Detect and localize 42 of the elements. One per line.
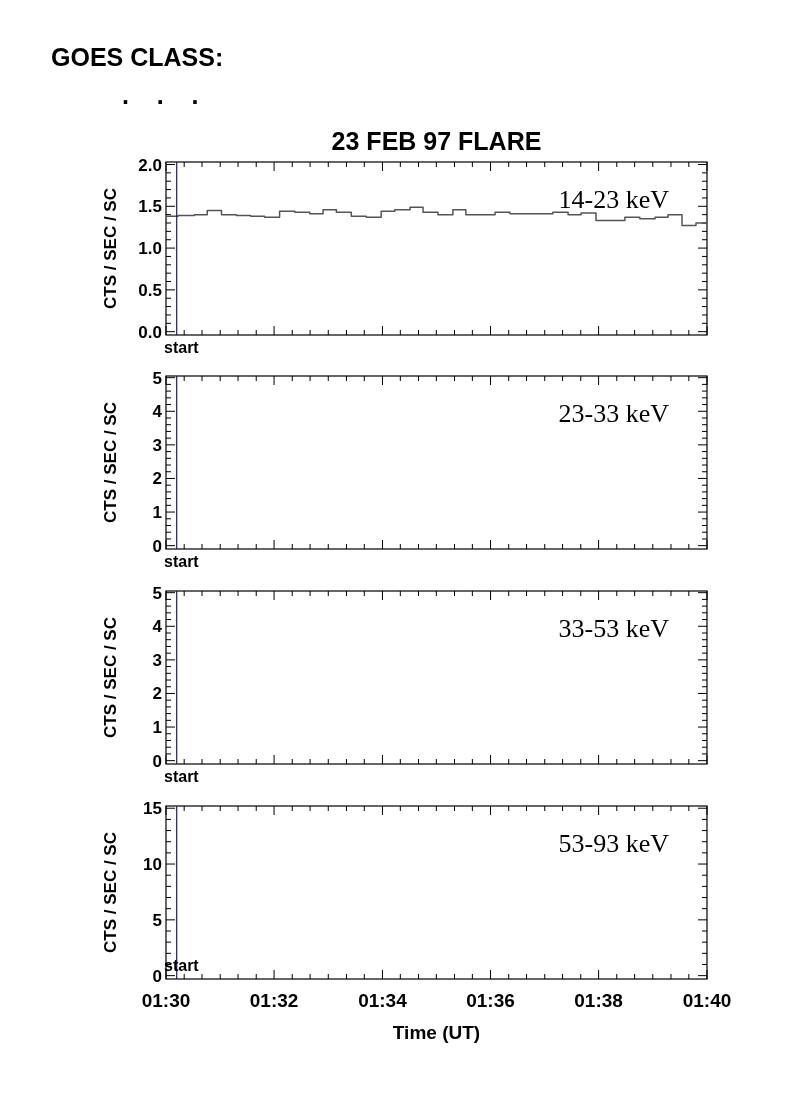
y-tick-label: 15	[143, 799, 162, 819]
text: . . .	[122, 81, 199, 109]
y-tick-label: 0	[152, 966, 162, 986]
annotation: 33-53 keV	[558, 614, 670, 643]
y-tick-label: 1	[152, 503, 162, 523]
x-tick-label: 01:30	[141, 990, 191, 1011]
text: GOES CLASS:	[51, 43, 224, 71]
y-tick-label: 1.0	[138, 239, 162, 259]
ref-line-label: start	[164, 768, 200, 785]
y-axis-title: CTS / SEC / SC	[101, 402, 120, 523]
y-tick-label: 4	[152, 617, 163, 637]
x-tick-label: 01:32	[249, 990, 299, 1011]
y-tick-label: 0	[152, 751, 162, 771]
y-tick-label: 0.0	[138, 322, 162, 342]
y-tick-label: 2	[152, 684, 162, 704]
y-tick-label: 3	[152, 650, 162, 670]
x-tick-label: 01:36	[466, 990, 515, 1011]
annotation: 53-93 keV	[558, 829, 670, 858]
y-tick-label: 5	[152, 583, 162, 603]
y-tick-label: 3	[152, 435, 162, 455]
y-tick-label: 2.0	[138, 155, 162, 175]
x-tick-label: 01:38	[574, 990, 623, 1011]
y-tick-label: 4	[152, 402, 163, 422]
x-tick-label: 01:40	[682, 990, 732, 1011]
y-axis-title: CTS / SEC / SC	[101, 832, 120, 953]
y-tick-label: 2	[152, 469, 162, 489]
y-axis-title: CTS / SEC / SC	[101, 188, 120, 309]
x-axis-title: Time (UT)	[392, 1022, 481, 1043]
y-tick-label: 5	[152, 910, 162, 930]
ref-line-label: start	[164, 339, 200, 356]
annotation: 14-23 keV	[558, 185, 670, 214]
y-axis-title: CTS / SEC / SC	[101, 617, 120, 738]
ref-line-label: start	[164, 553, 200, 570]
y-tick-label: 0	[152, 536, 162, 556]
x-tick-label: 01:34	[358, 990, 408, 1011]
y-tick-label: 10	[143, 855, 162, 875]
y-tick-label: 1.5	[138, 197, 162, 217]
chart-title: 23 FEB 97 FLARE	[331, 127, 542, 155]
y-tick-label: 1	[152, 718, 162, 738]
y-tick-label: 0.5	[138, 280, 162, 300]
y-tick-label: 5	[152, 368, 162, 388]
annotation: 23-33 keV	[558, 399, 670, 428]
